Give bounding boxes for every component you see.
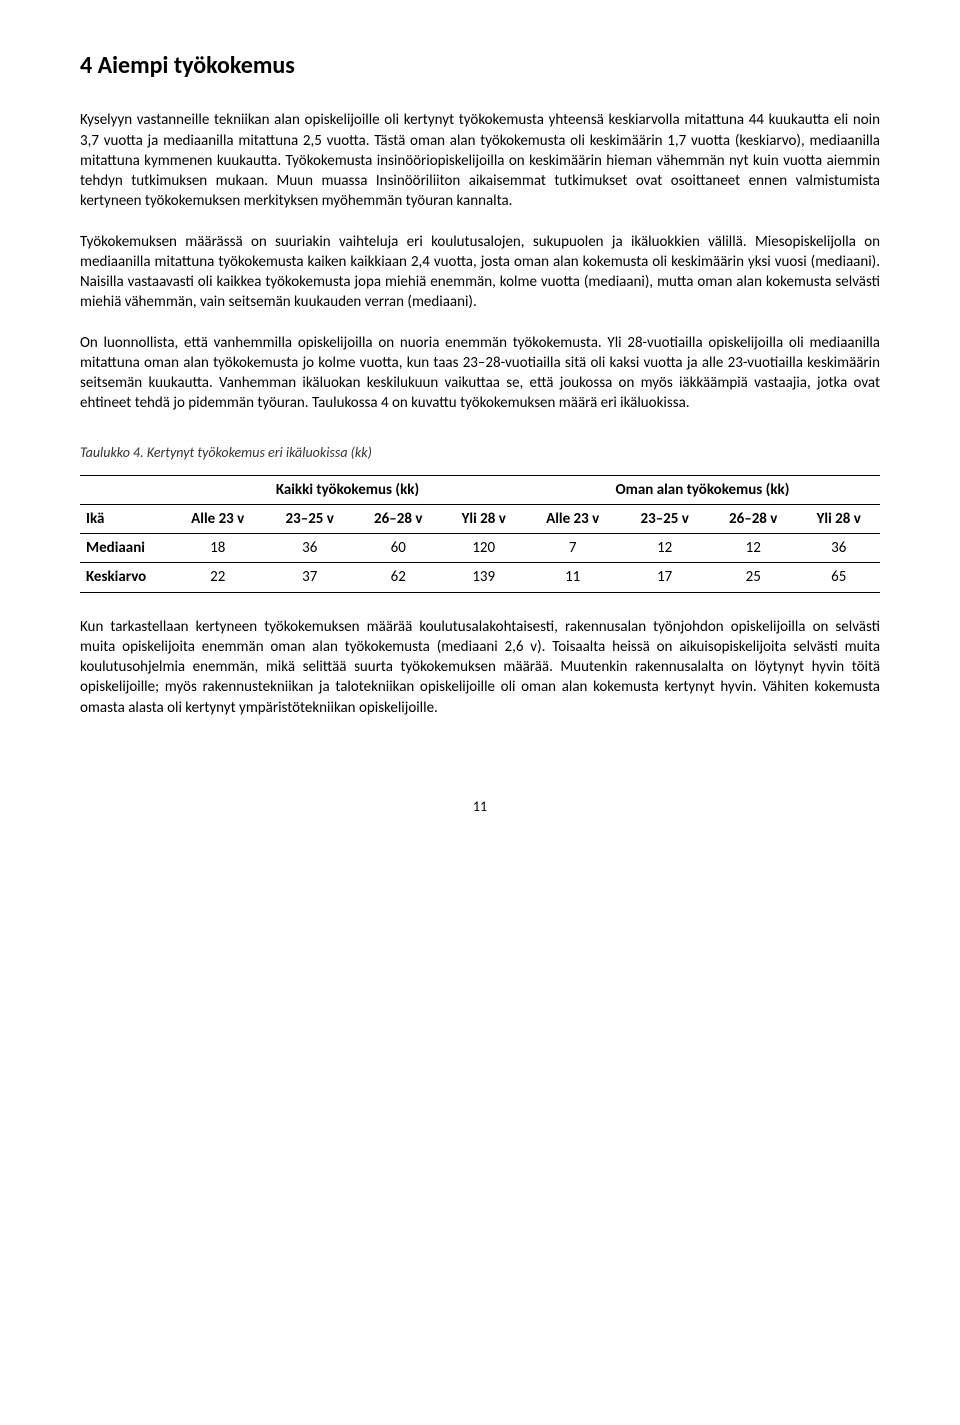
table-col-header: 26–28 v <box>354 504 443 533</box>
table-group-header-row: Kaikki työkokemus (kk) Oman alan työkoke… <box>80 475 880 504</box>
table-cell: 65 <box>797 563 880 592</box>
table-row-label: Mediaani <box>80 534 170 563</box>
table-cell: 18 <box>170 534 265 563</box>
paragraph-4: Kun tarkastellaan kertyneen työkokemukse… <box>80 617 880 718</box>
table-col-header: Alle 23 v <box>525 504 620 533</box>
table-group-header-own: Oman alan työkokemus (kk) <box>525 475 880 504</box>
table-col-header: 26–28 v <box>709 504 798 533</box>
table-col-header: 23–25 v <box>265 504 354 533</box>
table-cell: 7 <box>525 534 620 563</box>
table-row: Keskiarvo 22 37 62 139 11 17 25 65 <box>80 563 880 592</box>
table-group-header-all: Kaikki työkokemus (kk) <box>170 475 525 504</box>
table-cell: 11 <box>525 563 620 592</box>
table-row-label-header: Ikä <box>80 504 170 533</box>
paragraph-3: On luonnollista, että vanhemmilla opiske… <box>80 333 880 414</box>
table-cell: 25 <box>709 563 798 592</box>
table-row-label: Keskiarvo <box>80 563 170 592</box>
page-number: 11 <box>80 798 880 817</box>
table-cell: 120 <box>443 534 525 563</box>
paragraph-1: Kyselyyn vastanneille tekniikan alan opi… <box>80 110 880 211</box>
table-cell: 37 <box>265 563 354 592</box>
table-col-header: Yli 28 v <box>797 504 880 533</box>
table-row: Mediaani 18 36 60 120 7 12 12 36 <box>80 534 880 563</box>
table-cell: 22 <box>170 563 265 592</box>
table-col-header: 23–25 v <box>620 504 709 533</box>
table-cell: 17 <box>620 563 709 592</box>
table-col-header: Alle 23 v <box>170 504 265 533</box>
section-heading: 4 Aiempi työkokemus <box>80 50 880 82</box>
table-cell: 12 <box>709 534 798 563</box>
table-col-header: Yli 28 v <box>443 504 525 533</box>
table-caption: Taulukko 4. Kertynyt työkokemus eri ikäl… <box>80 444 880 463</box>
table-cell: 36 <box>265 534 354 563</box>
paragraph-2: Työkokemuksen määrässä on suuriakin vaih… <box>80 232 880 313</box>
table-sub-header-row: Ikä Alle 23 v 23–25 v 26–28 v Yli 28 v A… <box>80 504 880 533</box>
table-corner-cell <box>80 475 170 504</box>
table-cell: 12 <box>620 534 709 563</box>
table-cell: 60 <box>354 534 443 563</box>
work-experience-table: Kaikki työkokemus (kk) Oman alan työkoke… <box>80 475 880 593</box>
table-cell: 36 <box>797 534 880 563</box>
table-cell: 139 <box>443 563 525 592</box>
table-cell: 62 <box>354 563 443 592</box>
